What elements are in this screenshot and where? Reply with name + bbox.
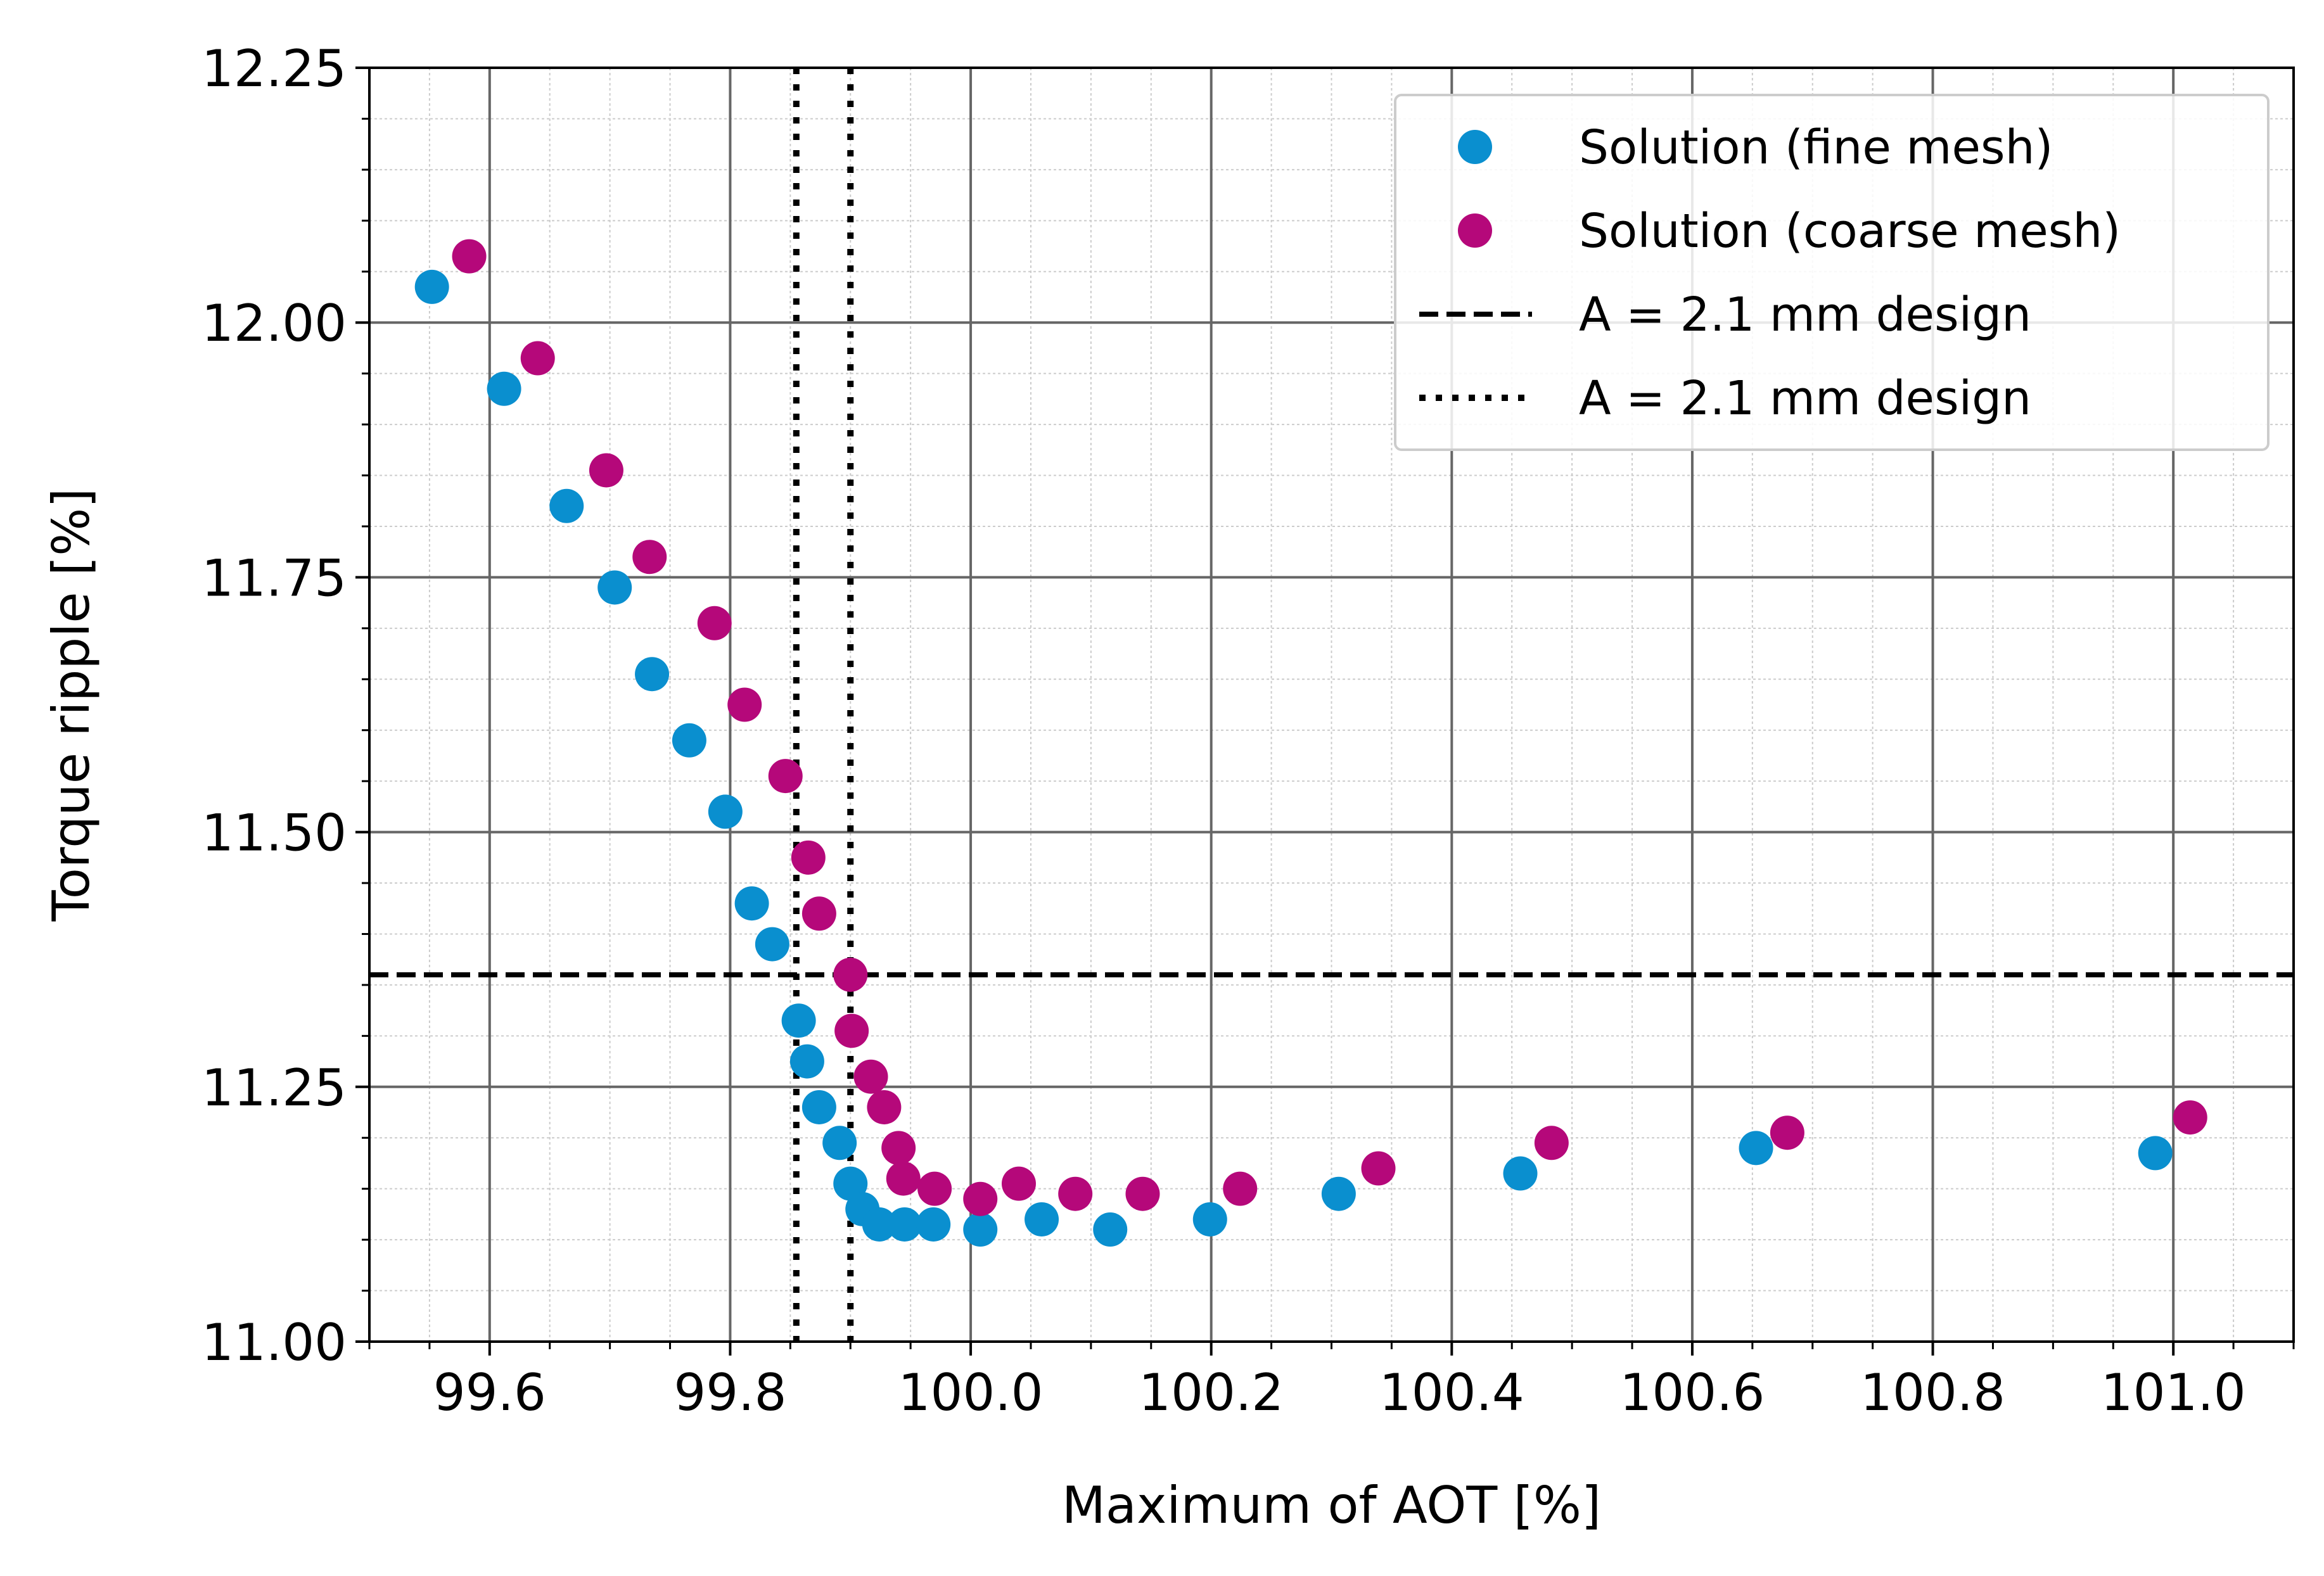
y-tick-label: 12.00 — [201, 294, 347, 353]
fine-mesh-point — [963, 1212, 998, 1247]
fine-mesh-point — [1739, 1131, 1773, 1166]
coarse-mesh-point — [1770, 1115, 1804, 1150]
coarse-mesh-point — [881, 1131, 916, 1166]
x-tick-label: 100.4 — [1379, 1363, 1524, 1422]
y-tick-label: 11.25 — [201, 1058, 347, 1117]
fine-mesh-point — [887, 1207, 922, 1242]
coarse-mesh-point — [1361, 1151, 1396, 1186]
fine-mesh-point — [833, 1166, 868, 1201]
coarse-mesh-point — [727, 687, 762, 722]
coarse-mesh-point — [801, 896, 836, 931]
fine-mesh-point — [1025, 1202, 1059, 1236]
fine-mesh-point — [801, 1090, 836, 1124]
coarse-mesh-point — [886, 1161, 921, 1196]
fine-mesh-point — [597, 570, 632, 605]
fine-mesh-point — [487, 371, 521, 406]
y-tick-label: 12.25 — [201, 39, 347, 98]
legend: Solution (fine mesh) Solution (coarse mes… — [1394, 94, 2270, 451]
coarse-mesh-point — [520, 341, 555, 376]
fine-mesh-point — [1321, 1176, 1356, 1211]
coarse-mesh-point — [2173, 1100, 2207, 1135]
legend-box — [1394, 94, 2270, 451]
coarse-mesh-point — [1223, 1171, 1258, 1206]
fine-mesh-point — [1192, 1202, 1227, 1236]
fine-mesh-point — [822, 1126, 857, 1160]
coarse-mesh-point — [833, 957, 868, 992]
fine-mesh-point — [1093, 1212, 1128, 1247]
fine-mesh-point — [916, 1207, 951, 1242]
fine-mesh-point — [2138, 1136, 2173, 1171]
x-axis-label: Maximum of AOT [%] — [1062, 1476, 1601, 1535]
y-tick-label: 11.75 — [201, 549, 347, 607]
x-tick-label: 100.2 — [1139, 1363, 1284, 1422]
fine-mesh-point — [414, 269, 449, 304]
coarse-mesh-point — [632, 540, 667, 575]
coarse-mesh-point — [834, 1014, 869, 1048]
fine-mesh-point — [635, 657, 670, 692]
legend-label: A = 2.1 mm design — [1579, 288, 2031, 342]
fine-mesh-point — [672, 723, 706, 758]
legend-label: Solution (fine mesh) — [1579, 120, 2053, 175]
y-tick-label: 11.00 — [201, 1313, 347, 1372]
fine-mesh-point — [789, 1044, 824, 1079]
y-tick-label: 11.50 — [201, 804, 347, 863]
coarse-mesh-point — [768, 759, 803, 794]
coarse-mesh-point — [791, 840, 826, 875]
coarse-mesh-point — [589, 453, 623, 488]
fine-mesh-point — [549, 488, 584, 523]
fine-mesh-point — [1503, 1156, 1538, 1191]
coarse-mesh-point — [697, 606, 732, 640]
x-tick-label: 99.8 — [674, 1363, 786, 1422]
fine-mesh-point — [734, 886, 769, 921]
legend-marker — [1458, 130, 1492, 164]
coarse-mesh-point — [1058, 1176, 1093, 1211]
legend-marker — [1458, 213, 1492, 248]
y-axis-label: Torque ripple [%] — [42, 488, 101, 922]
fine-mesh-point — [755, 927, 789, 962]
plot-area-frame — [368, 67, 2295, 1343]
legend-label: Solution (coarse mesh) — [1579, 204, 2121, 258]
x-tick-label: 100.6 — [1619, 1363, 1765, 1422]
coarse-mesh-point — [867, 1090, 902, 1124]
fine-mesh-point — [862, 1207, 897, 1242]
coarse-mesh-point — [452, 239, 487, 274]
coarse-mesh-point — [917, 1171, 952, 1206]
coarse-mesh-point — [963, 1181, 998, 1216]
coarse-mesh-point — [1125, 1176, 1160, 1211]
legend-label: A = 2.1 mm design — [1579, 371, 2031, 426]
coarse-mesh-point — [1001, 1166, 1036, 1201]
fine-mesh-point — [708, 794, 743, 829]
fine-mesh-point — [781, 1003, 816, 1038]
x-tick-label: 100.8 — [1860, 1363, 2005, 1422]
coarse-mesh-point — [1534, 1126, 1569, 1160]
x-tick-label: 101.0 — [2101, 1363, 2246, 1422]
coarse-mesh-point — [853, 1059, 888, 1094]
x-tick-label: 99.6 — [433, 1363, 546, 1422]
x-tick-label: 100.0 — [898, 1363, 1044, 1422]
